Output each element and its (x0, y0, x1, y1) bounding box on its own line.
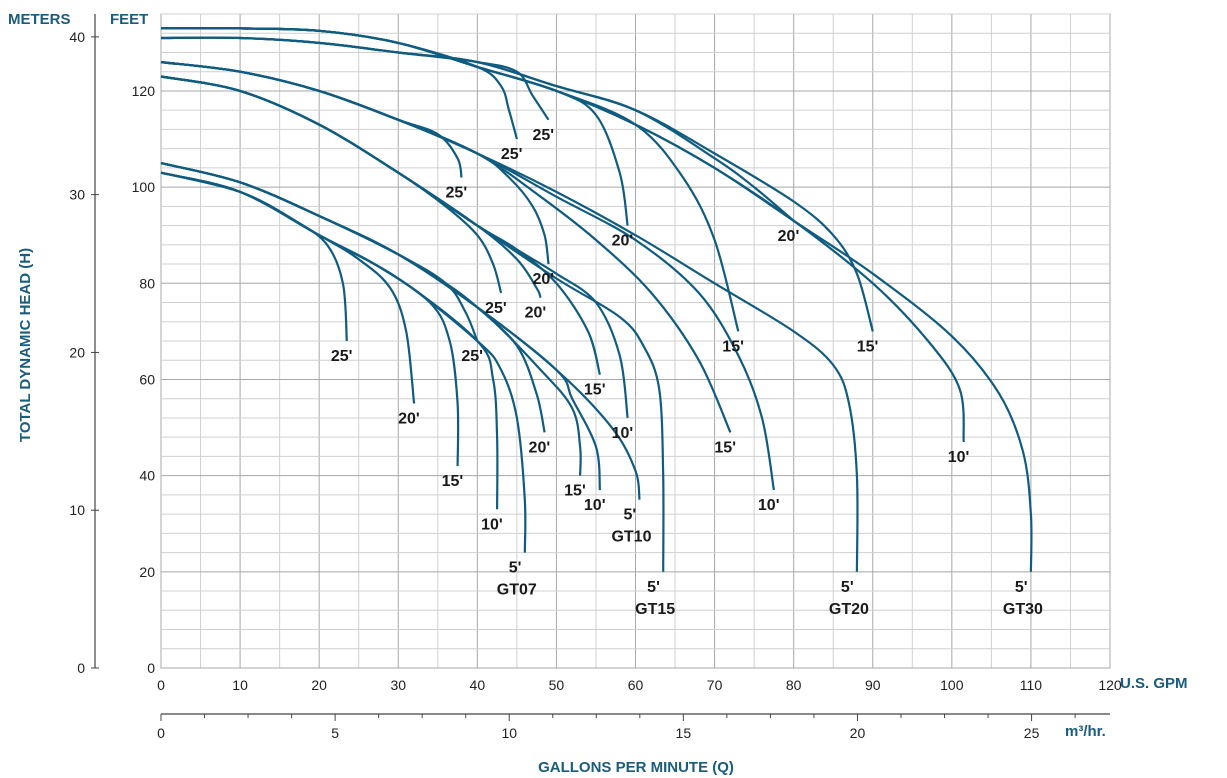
curve-label: 10' (948, 449, 970, 466)
y-tick-feet: 40 (139, 468, 155, 484)
x-tick-gpm: 90 (865, 677, 881, 693)
x-tick-m3: 5 (331, 725, 339, 741)
curve-label: 15' (722, 338, 744, 355)
x-tick-gpm: 10 (232, 677, 248, 693)
y-tick-feet: 100 (132, 179, 156, 195)
y-tick-meters: 30 (69, 187, 85, 203)
y-unit-right: FEET (110, 11, 148, 28)
curve-label: 15' (714, 439, 736, 456)
x-tick-m3: 15 (676, 725, 692, 741)
y-tick-meters: 40 (69, 29, 85, 45)
x-tick-gpm: 80 (786, 677, 802, 693)
curve-GT20-5ft (160, 61, 859, 572)
x-unit-primary: U.S. GPM (1120, 675, 1188, 692)
x-tick-m3: 10 (501, 725, 517, 741)
curve-label: 10' (612, 425, 634, 442)
curve-label: 10' (758, 497, 780, 514)
x-tick-gpm: 70 (707, 677, 723, 693)
curve-label: 5' (509, 560, 522, 577)
curve-label: 20' (533, 271, 555, 288)
curve-GT10-5ft (160, 162, 641, 500)
curve-label: 5' (647, 579, 660, 596)
curve-label: 25' (533, 127, 555, 144)
curve-label: 15' (564, 483, 586, 500)
curve-label: 20' (525, 305, 547, 322)
curve-GT15-5ft (160, 75, 665, 572)
x-tick-gpm: 50 (549, 677, 565, 693)
x-tick-gpm: 0 (157, 677, 165, 693)
series-label: GT15 (635, 601, 675, 618)
x-tick-gpm: 60 (628, 677, 644, 693)
y-tick-feet: 60 (139, 371, 155, 387)
axes (91, 14, 1110, 721)
x-tick-m3: 0 (157, 725, 165, 741)
x-tick-gpm: 40 (470, 677, 486, 693)
y-tick-feet: 20 (139, 564, 155, 580)
x-axis-title: GALLONS PER MINUTE (Q) (538, 759, 734, 776)
y-tick-feet: 80 (139, 275, 155, 291)
curve-label: 10' (584, 497, 606, 514)
curve-label: 20' (398, 411, 420, 428)
grid (160, 13, 1111, 669)
x-tick-m3: 20 (850, 725, 866, 741)
curve-label: 25' (446, 185, 468, 202)
y-axis-title: TOTAL DYNAMIC HEAD (H) (17, 248, 34, 442)
x-tick-gpm: 100 (940, 677, 964, 693)
curve-label: 20' (529, 439, 551, 456)
curve-label: 5' (841, 579, 854, 596)
y-tick-meters: 10 (69, 502, 85, 518)
curve-label: 15' (584, 382, 606, 399)
x-tick-gpm: 120 (1098, 677, 1122, 693)
performance-curves (160, 27, 1033, 572)
x-tick-gpm: 110 (1020, 677, 1043, 693)
curve-label: 25' (501, 146, 523, 163)
curve-label: 5' (1015, 579, 1028, 596)
series-label: GT20 (829, 601, 869, 618)
curve-label: 10' (481, 516, 503, 533)
curve-label: 5' (623, 507, 636, 524)
series-label: GT30 (1003, 601, 1043, 618)
y-tick-meters: 20 (69, 344, 85, 360)
x-tick-m3: 25 (1024, 725, 1040, 741)
curve-GT07-5ft (160, 171, 527, 553)
y-tick-feet: 120 (132, 83, 156, 99)
curve-label: 15' (442, 473, 464, 490)
curve-label: 25' (461, 348, 483, 365)
y-tick-meters: 0 (77, 660, 85, 676)
curve-GT30-5ft (160, 27, 1033, 572)
curve-label: 20' (778, 228, 800, 245)
curve-label: 25' (485, 300, 507, 317)
x-tick-gpm: 20 (311, 677, 327, 693)
curve-label: 25' (331, 348, 353, 365)
series-label: GT10 (611, 529, 651, 546)
curve-series-15ft (160, 36, 874, 332)
y-unit-left: METERS (8, 11, 71, 28)
series-label: GT07 (497, 582, 537, 599)
x-unit-secondary: m³/hr. (1065, 723, 1106, 740)
x-tick-gpm: 30 (390, 677, 406, 693)
curve-label: 20' (612, 233, 634, 250)
y-tick-feet: 0 (147, 660, 155, 676)
curve-label: 15' (857, 338, 879, 355)
